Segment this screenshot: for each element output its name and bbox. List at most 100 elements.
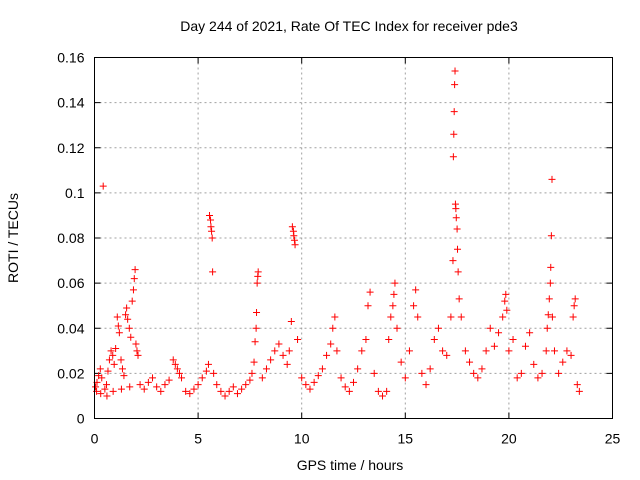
data-point [547,263,555,271]
data-point [327,340,335,348]
data-point [225,387,233,395]
data-point [133,347,141,355]
data-point [103,392,111,400]
data-point [275,340,283,348]
data-point [370,369,378,377]
data-point [405,347,413,355]
data-point [559,358,567,366]
data-point [571,295,579,303]
data-point [144,378,152,386]
data-point [251,338,259,346]
data-point [107,347,115,355]
data-point [207,216,215,224]
data-point [233,390,241,398]
data-point [104,367,112,375]
data-point [117,385,125,393]
data-point [439,347,447,355]
data-point [242,381,250,389]
data-point [545,295,553,303]
data-point [134,351,142,359]
data-point [401,374,409,382]
data-point [238,385,246,393]
data-point [390,290,398,298]
data-point [290,232,298,240]
data-point [131,266,139,274]
data-point [470,369,478,377]
data-point [129,286,137,294]
data-point [453,225,461,233]
data-point [451,81,459,89]
x-tick-label: 20 [501,431,517,447]
data-point [210,369,218,377]
data-points [92,67,583,400]
y-tick-label: 0.02 [57,365,84,381]
data-point [449,257,457,265]
data-point [450,130,458,138]
data-point [136,381,144,389]
data-point [366,288,374,296]
data-point [451,67,459,75]
data-point [426,365,434,373]
data-point [383,387,391,395]
data-point [569,313,577,321]
data-point [548,175,556,183]
data-point [526,329,534,337]
data-point [253,308,261,316]
data-point [323,351,331,359]
data-point [575,387,583,395]
data-point [546,279,554,287]
y-axis-title: ROTI / TECUs [5,193,21,283]
data-point [362,336,370,344]
y-tick-label: 0 [77,411,85,427]
data-point [422,381,430,389]
data-point [114,322,122,330]
data-point [461,347,469,355]
x-tick-label: 25 [605,431,621,447]
data-point [455,295,463,303]
data-point [110,360,118,368]
data-point [246,376,254,384]
data-point [287,317,295,325]
data-point [450,108,458,116]
data-point [490,342,498,350]
data-point [254,268,262,276]
data-point [250,358,258,366]
data-point [109,351,117,359]
x-tick-labels: 0 5 10 15 20 25 [91,431,621,447]
data-point [389,302,397,310]
data-point [298,374,306,382]
data-point [543,324,551,332]
data-point [229,383,237,391]
data-point [175,369,183,377]
data-point [354,365,362,373]
data-point [207,223,215,231]
data-point [115,329,123,337]
data-point [124,315,132,323]
data-point [123,304,131,312]
data-point [530,360,538,368]
data-point [92,383,100,391]
data-point [283,360,291,368]
data-point [117,356,125,364]
data-point [513,374,521,382]
data-point [499,313,507,321]
data-point [502,290,510,298]
data-point [132,340,140,348]
data-point [157,387,165,395]
data-point [294,336,302,344]
data-point [534,374,542,382]
data-point [109,387,117,395]
data-point [495,329,503,337]
data-point [318,365,326,373]
data-point [314,372,322,380]
y-tick-labels: 0 0.02 0.04 0.06 0.08 0.1 0.12 0.14 0.16 [57,50,84,427]
data-point [385,336,393,344]
y-tick-label: 0.14 [57,95,84,111]
data-point [474,374,482,382]
data-point [374,387,382,395]
data-point [452,205,460,213]
data-point [112,345,120,353]
data-point [221,392,229,400]
data-point [538,369,546,377]
